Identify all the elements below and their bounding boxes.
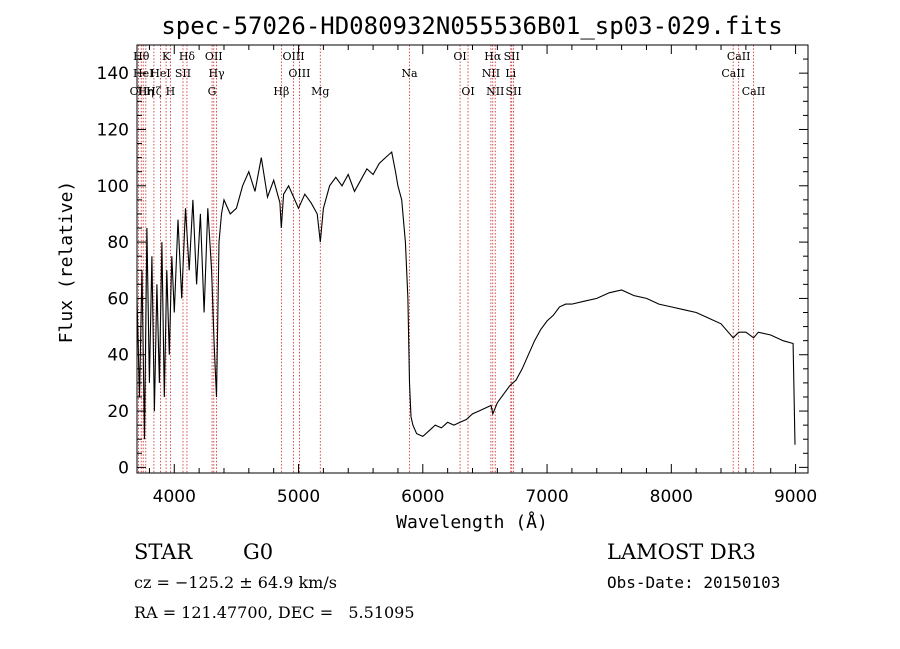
y-tick-label: 140 <box>97 64 129 84</box>
plot-frame <box>136 44 809 474</box>
line-label: Hζ <box>146 85 162 98</box>
x-tick-label: 4000 <box>153 487 196 507</box>
x-tick-label: 5000 <box>277 487 320 507</box>
axis-ticks: 4000 5000 6000 7000 8000 9000 0 20 40 60 80 100 120 1… <box>97 45 817 507</box>
x-axis-label: Wavelength (Å) <box>396 511 548 533</box>
line-label: Hη <box>138 85 154 98</box>
y-tick-label: 20 <box>107 402 129 422</box>
line-label: OII <box>205 50 223 63</box>
line-label: NII <box>486 85 504 98</box>
line-label: OI <box>461 85 474 98</box>
line-label: G <box>208 85 217 98</box>
y-tick-label: 80 <box>107 233 129 253</box>
redshift-cz: cz = −125.2 ± 64.9 km/s <box>134 573 337 592</box>
line-label: Hδ <box>179 50 196 63</box>
line-label: OI <box>453 50 466 63</box>
line-label: SII <box>175 67 191 80</box>
x-tick-label: 6000 <box>401 487 444 507</box>
object-subclass: G0 <box>243 540 274 564</box>
line-label: SII <box>504 50 520 63</box>
spectrum-line <box>136 150 796 445</box>
y-tick-label: 0 <box>118 458 129 478</box>
x-tick-label: 8000 <box>650 487 693 507</box>
line-label: Hθ <box>133 50 150 63</box>
line-label: OIII <box>288 67 310 80</box>
line-label: K <box>162 50 171 63</box>
line-label: CaII <box>721 67 745 80</box>
line-label: Na <box>401 67 418 80</box>
y-tick-label: 100 <box>97 177 129 197</box>
line-label: HeI <box>150 67 170 80</box>
line-label: H <box>166 85 176 98</box>
y-tick-label: 120 <box>97 120 129 140</box>
y-tick-label: 60 <box>107 289 129 309</box>
y-tick-label: 40 <box>107 346 129 366</box>
object-class: STAR <box>134 540 193 564</box>
line-label: Mg <box>311 85 329 98</box>
spectral-line-labels: OIIHθHeIHηHζHeIKHSIIHδGOIIHγHβOIIIOIIIMg… <box>130 50 766 98</box>
line-label: CaII <box>742 85 766 98</box>
line-label: SII <box>506 85 522 98</box>
obs-date: Obs-Date: 20150103 <box>607 573 781 592</box>
line-label: OII <box>130 85 148 98</box>
ra-dec: RA = 121.47700, DEC = 5.51095 <box>134 603 415 622</box>
line-label: CaII <box>727 50 751 63</box>
x-tick-label: 7000 <box>525 487 568 507</box>
x-tick-label: 9000 <box>774 487 817 507</box>
line-label: NII <box>482 67 500 80</box>
line-label: Hγ <box>208 67 225 80</box>
line-label: Hα <box>484 50 502 63</box>
chart-title: spec-57026-HD080932N055536B01_sp03-029.f… <box>161 12 782 40</box>
spectral-line-markers <box>138 45 754 473</box>
line-label: Li <box>505 67 516 80</box>
line-label: Hβ <box>273 85 289 98</box>
survey-name: LAMOST DR3 <box>607 540 756 564</box>
line-label: OIII <box>283 50 305 63</box>
y-axis-label: Flux (relative) <box>56 181 77 344</box>
